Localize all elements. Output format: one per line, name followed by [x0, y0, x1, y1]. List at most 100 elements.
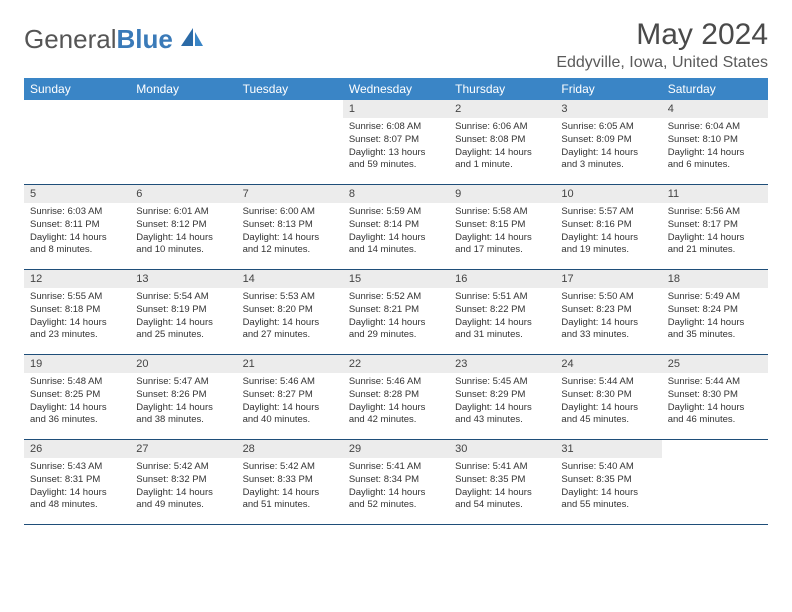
- day-info: Sunrise: 5:58 AMSunset: 8:15 PMDaylight:…: [449, 203, 555, 262]
- day-info: Sunrise: 6:05 AMSunset: 8:09 PMDaylight:…: [555, 118, 661, 177]
- day-number: 3: [555, 100, 661, 118]
- sail-icon: [179, 26, 205, 53]
- title-block: May 2024 Eddyville, Iowa, United States: [556, 18, 768, 72]
- day-info: Sunrise: 6:03 AMSunset: 8:11 PMDaylight:…: [24, 203, 130, 262]
- day-cell: 26Sunrise: 5:43 AMSunset: 8:31 PMDayligh…: [24, 440, 130, 524]
- logo: GeneralBlue: [24, 18, 205, 55]
- day-number: 8: [343, 185, 449, 203]
- day-info: Sunrise: 5:53 AMSunset: 8:20 PMDaylight:…: [237, 288, 343, 347]
- day-number: 25: [662, 355, 768, 373]
- day-cell: 18Sunrise: 5:49 AMSunset: 8:24 PMDayligh…: [662, 270, 768, 354]
- dayname: Saturday: [662, 78, 768, 100]
- dayname-row: Sunday Monday Tuesday Wednesday Thursday…: [24, 78, 768, 100]
- day-number: 24: [555, 355, 661, 373]
- day-cell: 6Sunrise: 6:01 AMSunset: 8:12 PMDaylight…: [130, 185, 236, 269]
- day-cell: .: [130, 100, 236, 184]
- day-cell: 4Sunrise: 6:04 AMSunset: 8:10 PMDaylight…: [662, 100, 768, 184]
- day-number: 13: [130, 270, 236, 288]
- day-number: 29: [343, 440, 449, 458]
- day-cell: 7Sunrise: 6:00 AMSunset: 8:13 PMDaylight…: [237, 185, 343, 269]
- calendar: Sunday Monday Tuesday Wednesday Thursday…: [24, 78, 768, 525]
- day-info: Sunrise: 5:54 AMSunset: 8:19 PMDaylight:…: [130, 288, 236, 347]
- day-info: Sunrise: 5:46 AMSunset: 8:28 PMDaylight:…: [343, 373, 449, 432]
- week-row: 19Sunrise: 5:48 AMSunset: 8:25 PMDayligh…: [24, 355, 768, 440]
- day-info: Sunrise: 5:49 AMSunset: 8:24 PMDaylight:…: [662, 288, 768, 347]
- day-number: 6: [130, 185, 236, 203]
- day-info: Sunrise: 5:50 AMSunset: 8:23 PMDaylight:…: [555, 288, 661, 347]
- day-cell: 30Sunrise: 5:41 AMSunset: 8:35 PMDayligh…: [449, 440, 555, 524]
- logo-text: GeneralBlue: [24, 24, 173, 55]
- day-number: 11: [662, 185, 768, 203]
- day-info: Sunrise: 5:44 AMSunset: 8:30 PMDaylight:…: [662, 373, 768, 432]
- day-info: Sunrise: 6:08 AMSunset: 8:07 PMDaylight:…: [343, 118, 449, 177]
- day-cell: 3Sunrise: 6:05 AMSunset: 8:09 PMDaylight…: [555, 100, 661, 184]
- day-cell: .: [24, 100, 130, 184]
- dayname: Sunday: [24, 78, 130, 100]
- day-cell: 8Sunrise: 5:59 AMSunset: 8:14 PMDaylight…: [343, 185, 449, 269]
- day-cell: 9Sunrise: 5:58 AMSunset: 8:15 PMDaylight…: [449, 185, 555, 269]
- day-info: Sunrise: 5:44 AMSunset: 8:30 PMDaylight:…: [555, 373, 661, 432]
- day-number: 10: [555, 185, 661, 203]
- day-number: 26: [24, 440, 130, 458]
- day-number: 27: [130, 440, 236, 458]
- logo-right: Blue: [117, 24, 173, 54]
- dayname: Monday: [130, 78, 236, 100]
- week-row: ...1Sunrise: 6:08 AMSunset: 8:07 PMDayli…: [24, 100, 768, 185]
- day-number: 22: [343, 355, 449, 373]
- day-number: 2: [449, 100, 555, 118]
- dayname: Thursday: [449, 78, 555, 100]
- day-cell: 23Sunrise: 5:45 AMSunset: 8:29 PMDayligh…: [449, 355, 555, 439]
- day-info: Sunrise: 6:04 AMSunset: 8:10 PMDaylight:…: [662, 118, 768, 177]
- day-cell: 17Sunrise: 5:50 AMSunset: 8:23 PMDayligh…: [555, 270, 661, 354]
- day-number: 28: [237, 440, 343, 458]
- week-row: 12Sunrise: 5:55 AMSunset: 8:18 PMDayligh…: [24, 270, 768, 355]
- day-info: Sunrise: 5:47 AMSunset: 8:26 PMDaylight:…: [130, 373, 236, 432]
- day-cell: 21Sunrise: 5:46 AMSunset: 8:27 PMDayligh…: [237, 355, 343, 439]
- dayname: Tuesday: [237, 78, 343, 100]
- day-number: 17: [555, 270, 661, 288]
- day-cell: 20Sunrise: 5:47 AMSunset: 8:26 PMDayligh…: [130, 355, 236, 439]
- day-cell: 10Sunrise: 5:57 AMSunset: 8:16 PMDayligh…: [555, 185, 661, 269]
- day-cell: 25Sunrise: 5:44 AMSunset: 8:30 PMDayligh…: [662, 355, 768, 439]
- day-cell: 5Sunrise: 6:03 AMSunset: 8:11 PMDaylight…: [24, 185, 130, 269]
- day-number: 20: [130, 355, 236, 373]
- day-cell: 19Sunrise: 5:48 AMSunset: 8:25 PMDayligh…: [24, 355, 130, 439]
- day-cell: 2Sunrise: 6:06 AMSunset: 8:08 PMDaylight…: [449, 100, 555, 184]
- day-cell: 11Sunrise: 5:56 AMSunset: 8:17 PMDayligh…: [662, 185, 768, 269]
- week-row: 26Sunrise: 5:43 AMSunset: 8:31 PMDayligh…: [24, 440, 768, 525]
- day-cell: .: [237, 100, 343, 184]
- day-number: 5: [24, 185, 130, 203]
- day-number: 12: [24, 270, 130, 288]
- day-number: 30: [449, 440, 555, 458]
- day-number: 21: [237, 355, 343, 373]
- page-header: GeneralBlue May 2024 Eddyville, Iowa, Un…: [24, 18, 768, 72]
- day-info: Sunrise: 6:00 AMSunset: 8:13 PMDaylight:…: [237, 203, 343, 262]
- day-info: Sunrise: 5:41 AMSunset: 8:35 PMDaylight:…: [449, 458, 555, 517]
- day-number: 18: [662, 270, 768, 288]
- day-cell: 31Sunrise: 5:40 AMSunset: 8:35 PMDayligh…: [555, 440, 661, 524]
- day-info: Sunrise: 5:51 AMSunset: 8:22 PMDaylight:…: [449, 288, 555, 347]
- day-info: Sunrise: 5:45 AMSunset: 8:29 PMDaylight:…: [449, 373, 555, 432]
- day-info: Sunrise: 5:56 AMSunset: 8:17 PMDaylight:…: [662, 203, 768, 262]
- day-cell: 24Sunrise: 5:44 AMSunset: 8:30 PMDayligh…: [555, 355, 661, 439]
- day-number: 31: [555, 440, 661, 458]
- day-number: 4: [662, 100, 768, 118]
- day-info: Sunrise: 5:41 AMSunset: 8:34 PMDaylight:…: [343, 458, 449, 517]
- day-info: Sunrise: 5:46 AMSunset: 8:27 PMDaylight:…: [237, 373, 343, 432]
- day-number: 1: [343, 100, 449, 118]
- day-info: Sunrise: 5:42 AMSunset: 8:33 PMDaylight:…: [237, 458, 343, 517]
- week-row: 5Sunrise: 6:03 AMSunset: 8:11 PMDaylight…: [24, 185, 768, 270]
- day-cell: 28Sunrise: 5:42 AMSunset: 8:33 PMDayligh…: [237, 440, 343, 524]
- logo-left: General: [24, 24, 117, 54]
- day-number: 16: [449, 270, 555, 288]
- day-cell: 27Sunrise: 5:42 AMSunset: 8:32 PMDayligh…: [130, 440, 236, 524]
- day-number: 15: [343, 270, 449, 288]
- day-info: Sunrise: 5:55 AMSunset: 8:18 PMDaylight:…: [24, 288, 130, 347]
- day-info: Sunrise: 5:48 AMSunset: 8:25 PMDaylight:…: [24, 373, 130, 432]
- day-info: Sunrise: 5:57 AMSunset: 8:16 PMDaylight:…: [555, 203, 661, 262]
- day-info: Sunrise: 6:06 AMSunset: 8:08 PMDaylight:…: [449, 118, 555, 177]
- day-info: Sunrise: 6:01 AMSunset: 8:12 PMDaylight:…: [130, 203, 236, 262]
- day-cell: 1Sunrise: 6:08 AMSunset: 8:07 PMDaylight…: [343, 100, 449, 184]
- weeks-container: ...1Sunrise: 6:08 AMSunset: 8:07 PMDayli…: [24, 100, 768, 525]
- day-cell: 15Sunrise: 5:52 AMSunset: 8:21 PMDayligh…: [343, 270, 449, 354]
